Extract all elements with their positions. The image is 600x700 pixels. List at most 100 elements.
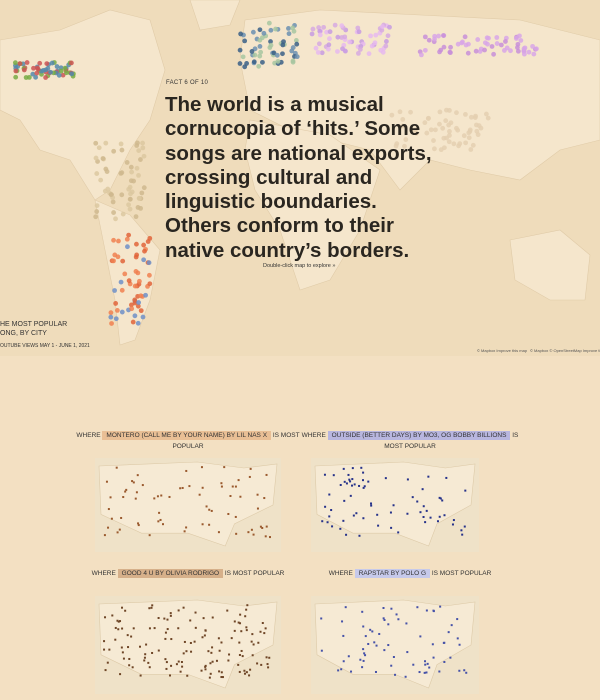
city-dot [264,627,267,630]
city-dot [179,487,182,490]
us-map [95,458,281,552]
city-dot [437,49,442,55]
city-dot [227,659,230,662]
city-dot [120,258,126,264]
city-dot [244,61,250,66]
city-dot [350,670,353,673]
city-dot [465,671,468,674]
city-dot [347,655,350,658]
attribution[interactable]: © Mapbox © OpenStreetMap Improve this [530,348,600,353]
city-dot [111,237,116,243]
city-dot [260,663,263,666]
city-dot [153,627,156,630]
suffix: IS MOST POPULAR [172,432,300,450]
city-dot [526,49,532,55]
city-dot [361,610,364,613]
city-dot [238,31,244,37]
city-dot [406,512,409,515]
city-dot [125,244,130,250]
city-dot [463,140,469,146]
city-dot [121,627,124,630]
city-dot [438,496,441,499]
city-dot [424,130,430,136]
city-dot [116,619,119,622]
city-dot [215,659,218,662]
city-dot [54,64,60,69]
headline-line: songs are national exports, [165,141,432,165]
city-dot [111,614,114,617]
city-dot [458,643,461,646]
city-dot [438,515,441,518]
city-dot [473,113,478,119]
city-dot [326,42,332,48]
city-dot [281,39,286,45]
city-dot [340,46,345,52]
city-dot [266,20,272,26]
city-dot [485,115,491,121]
city-dot [148,607,151,610]
city-dot [177,609,180,612]
city-dot [114,308,120,313]
city-dot [220,676,223,679]
city-dot [441,44,447,50]
city-dot [164,631,167,634]
city-dot [108,648,111,651]
city-dot [49,60,55,66]
city-dot [422,47,428,53]
city-dot [357,46,363,52]
city-dot [35,65,40,71]
city-dot [273,26,278,32]
legend-subtitle: OUTUBE VIEWS MAY 1 - JUNE 1, 2021 [0,343,90,349]
city-dot [265,656,268,659]
prefix: WHERE [76,432,101,439]
city-dot [247,531,250,534]
city-dot [425,509,428,512]
city-dot [209,662,212,665]
hint[interactable]: Double-click map to explore » [263,263,336,269]
city-dot [348,478,351,481]
city-dot [429,516,432,519]
city-dot [143,292,148,298]
city-dot [125,488,128,491]
city-dot [140,140,145,146]
city-dot [148,627,151,630]
city-dot [518,38,524,43]
city-dot [347,39,352,45]
city-dot [404,675,407,678]
city-dot [144,653,147,656]
city-dot [293,38,299,43]
city-dot [425,671,428,674]
city-dot [140,314,146,320]
city-dot [169,674,172,677]
city-dot [118,528,121,531]
city-dot [185,469,188,472]
city-dot [124,160,130,165]
city-dot [250,640,253,643]
attribution[interactable]: © Mapbox Improve this map [477,348,528,353]
city-dot [48,69,53,75]
city-dot [390,664,393,667]
city-dot [389,112,395,118]
city-dot [113,216,118,222]
city-dot [93,214,99,220]
city-dot [332,474,335,477]
city-dot [108,314,114,320]
city-dot [168,495,171,498]
city-dot [363,485,366,488]
city-dot [265,473,268,476]
city-dot [474,128,480,134]
city-dot [426,115,431,121]
city-dot [170,664,173,667]
city-dot [383,43,389,49]
world-map[interactable] [0,0,600,356]
city-dot [180,661,183,664]
city-dot [310,26,316,32]
city-dot [103,140,109,146]
city-dot [362,471,365,474]
city-dot [94,203,100,209]
city-dot [268,27,274,33]
city-dot [163,617,166,620]
city-dot [383,619,386,622]
city-dot [128,657,131,660]
city-dot [245,629,248,632]
